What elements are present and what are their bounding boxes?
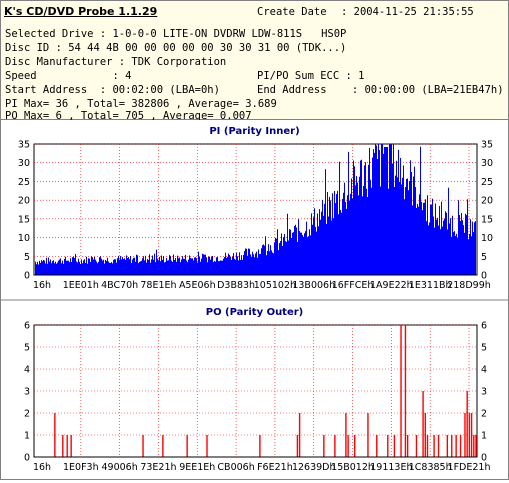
po-xtick-label: 73E21h bbox=[140, 462, 176, 473]
po-ytick-right: 6 bbox=[481, 321, 487, 332]
pi-ytick-left: 10 bbox=[18, 233, 30, 244]
po-ytick-left: 1 bbox=[24, 431, 30, 442]
po-xtick-label: 1C8385h bbox=[409, 462, 452, 473]
po-ytick-right: 4 bbox=[481, 365, 487, 376]
po-ytick-left: 5 bbox=[24, 343, 30, 354]
pi-xtick-label: 16FFCEh bbox=[332, 280, 374, 291]
pi-xtick-label: 1A9E22h bbox=[370, 280, 413, 291]
create-date-label: Create Date bbox=[257, 6, 327, 18]
po-ytick-right: 1 bbox=[481, 431, 487, 442]
pi-xtick-label: 4BC70h bbox=[101, 280, 138, 291]
po-xtick-label: F6E21h bbox=[257, 462, 293, 473]
pi-xtick-label: A5E06h bbox=[179, 280, 216, 291]
pi-ytick-left: 20 bbox=[18, 196, 30, 207]
po-ytick-right: 0 bbox=[481, 453, 487, 464]
pi-ytick-left: 30 bbox=[18, 158, 30, 169]
disc-id-line: Disc ID : 54 44 4B 00 00 00 00 00 30 30 … bbox=[5, 42, 347, 54]
pi-xtick-label: 16h bbox=[33, 280, 51, 291]
po-stats-line: PO Max= 6 , Total= 705 , Average= 0.007 bbox=[5, 110, 252, 122]
po-ytick-left: 3 bbox=[24, 387, 30, 398]
po-xtick-label: CB006h bbox=[217, 462, 254, 473]
pi-stats-line: PI Max= 36 , Total= 382806 , Average= 3.… bbox=[5, 98, 277, 110]
pi-chart-panel: PI (Parity Inner) 0 0 5 5 10 10 15 15 20 20 25 25 30… bbox=[1, 120, 508, 299]
pi-ytick-right: 5 bbox=[481, 252, 487, 263]
pi-ytick-right: 10 bbox=[481, 233, 493, 244]
pi-xtick-label: 218D99h bbox=[447, 280, 491, 291]
po-ytick-left: 2 bbox=[24, 409, 30, 420]
po-xtick-label: 49006h bbox=[102, 462, 138, 473]
sum-ecc-line: PI/PO Sum ECC : 1 bbox=[257, 70, 365, 82]
pi-chart: 0 0 5 5 10 10 15 15 20 20 25 25 30 30 35 35 16h 1EE01h 4BC… bbox=[18, 140, 493, 292]
pi-ytick-right: 0 bbox=[481, 271, 487, 282]
po-xtick-label: 19113Eh bbox=[370, 462, 412, 473]
po-ytick-left: 6 bbox=[24, 321, 30, 332]
app-title: K's CD/DVD Probe 1.1.29 bbox=[4, 5, 158, 18]
disc-manufacturer-line: Disc Manufacturer : TDK Corporation bbox=[5, 56, 227, 68]
panel-divider bbox=[1, 299, 508, 301]
pi-ytick-right: 30 bbox=[481, 158, 493, 169]
pi-ytick-left: 35 bbox=[18, 140, 30, 151]
po-ytick-right: 2 bbox=[481, 409, 487, 420]
pi-xtick-label: 1E311Bh bbox=[409, 280, 452, 291]
create-date-value: : 2004-11-25 21:35:55 bbox=[341, 6, 474, 18]
po-xtick-label: 15B012h bbox=[331, 462, 374, 473]
pi-xtick-label: 105102h bbox=[254, 280, 296, 291]
pi-xtick-label: 13B006h bbox=[292, 280, 335, 291]
po-ytick-left: 0 bbox=[24, 453, 30, 464]
pi-ytick-left: 25 bbox=[18, 177, 30, 188]
pi-xtick-label: 78E1Eh bbox=[140, 280, 176, 291]
pi-ytick-left: 5 bbox=[24, 252, 30, 263]
pi-xtick-label: 1EE01h bbox=[63, 280, 99, 291]
po-xtick-label: 9EE1Eh bbox=[179, 462, 215, 473]
po-xtick-label: 12639Dh bbox=[292, 462, 336, 473]
pi-chart-title: PI (Parity Inner) bbox=[209, 126, 300, 137]
pi-xtick-label: D3B83h bbox=[217, 280, 255, 291]
speed-line: Speed : 4 bbox=[5, 70, 132, 82]
pi-ytick-right: 20 bbox=[481, 196, 493, 207]
pi-ytick-left: 15 bbox=[18, 214, 30, 225]
po-chart-panel: PO (Parity Outer) 0 0 1 1 2 2 3 3 4 4 5 5 6 6 16h 1E0F3… bbox=[1, 301, 508, 479]
po-bars bbox=[54, 325, 477, 457]
end-address-line: End Address : 00:00:00 (LBA=21EB47h) bbox=[257, 84, 504, 96]
po-xtick-label: 16h bbox=[33, 462, 51, 473]
pi-ytick-left: 0 bbox=[24, 271, 30, 282]
disc-info-panel: K's CD/DVD Probe 1.1.29 Create Date : 20… bbox=[1, 1, 508, 122]
selected-drive-line: Selected Drive : 1-0-0-0 LITE-ON DVDRW L… bbox=[5, 28, 347, 40]
po-ytick-left: 4 bbox=[24, 365, 30, 376]
po-ytick-right: 3 bbox=[481, 387, 487, 398]
pi-ytick-right: 35 bbox=[481, 140, 493, 151]
po-xtick-label: 1E0F3h bbox=[63, 462, 99, 473]
po-chart-title: PO (Parity Outer) bbox=[205, 307, 304, 318]
start-address-line: Start Address : 00:02:00 (LBA=0h) bbox=[5, 84, 220, 96]
po-xtick-label: 1FDE21h bbox=[448, 462, 491, 473]
pi-bars bbox=[35, 144, 476, 275]
pi-ytick-right: 25 bbox=[481, 177, 493, 188]
po-chart: 0 0 1 1 2 2 3 3 4 4 5 5 6 6 16h 1E0F3h 49006h 73E21h 9EE1E… bbox=[24, 321, 491, 474]
po-ytick-right: 5 bbox=[481, 343, 487, 354]
pi-ytick-right: 15 bbox=[481, 214, 493, 225]
